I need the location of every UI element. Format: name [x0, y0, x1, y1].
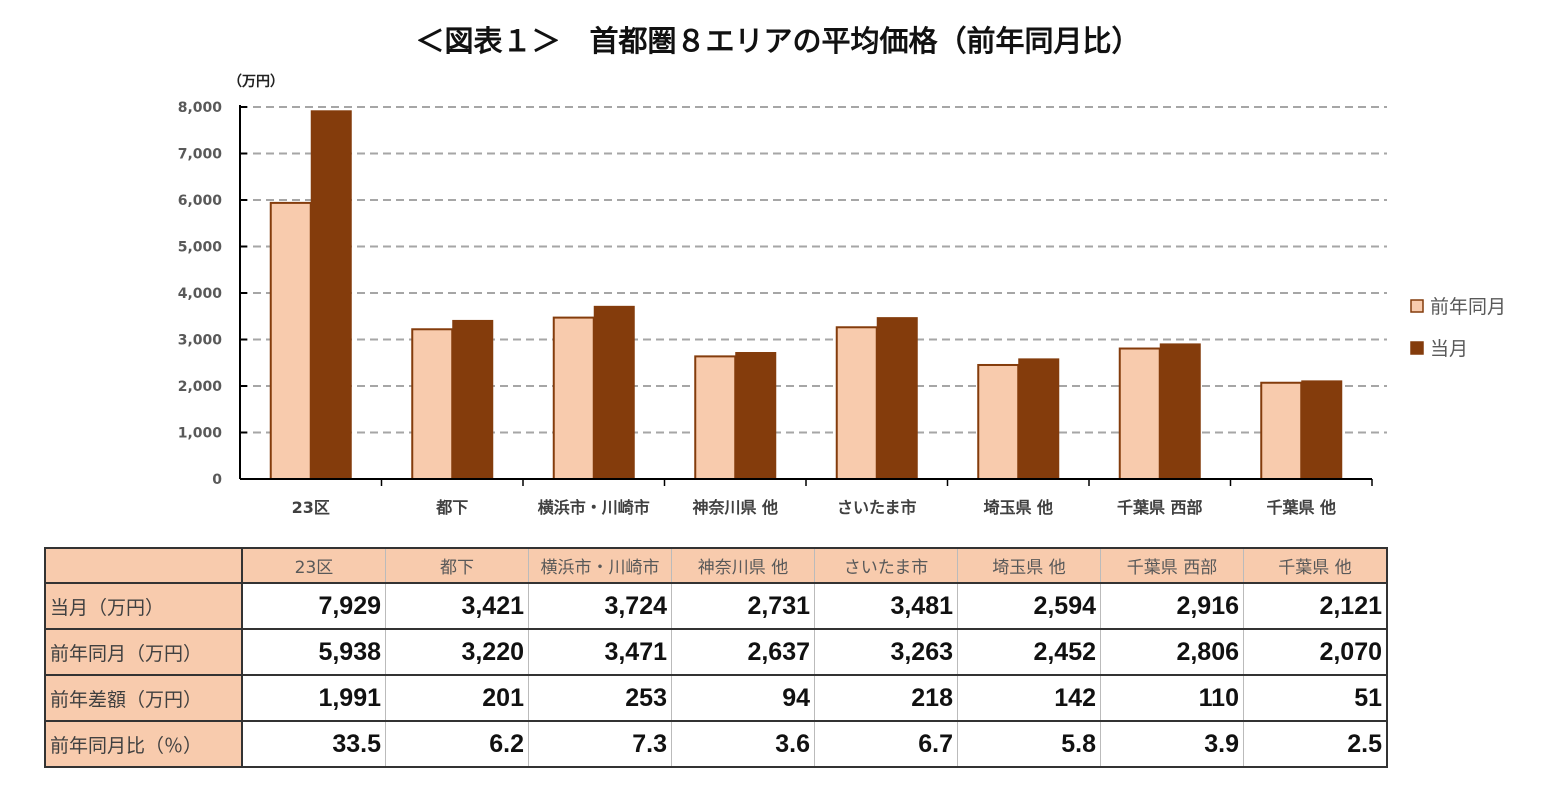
- x-tick-label: 23区: [292, 498, 330, 517]
- bar-current: [593, 305, 635, 479]
- y-tick-label: 4,000: [178, 286, 223, 302]
- bar-current: [1301, 380, 1343, 479]
- y-tick-label: 3,000: [178, 333, 223, 349]
- table-cell: 2,637: [671, 628, 815, 676]
- table-cell: 253: [528, 674, 672, 722]
- legend-swatch: [1410, 341, 1424, 355]
- bar-chart: 0 1,000 2,000 3,000 4,000 5,000 6,000 7,000 8,00…: [178, 74, 1506, 517]
- row-header: 当月（万円）: [44, 582, 243, 630]
- data-table: 23区 都下 横浜市・川崎市 神奈川県 他さいたま市 埼玉県 他千葉県 西部 千葉県 他 …: [44, 547, 1388, 768]
- table-cell: 2.5: [1243, 720, 1388, 768]
- row-header: 前年差額（万円）: [44, 674, 243, 722]
- bar-current: [1159, 343, 1201, 479]
- bar-prev-year: [552, 316, 595, 481]
- table-cell: 3,481: [814, 582, 958, 630]
- table-cell: 2,594: [957, 582, 1101, 630]
- y-tick-label: 1,000: [178, 426, 223, 442]
- x-tick-label: 千葉県 西部: [1117, 498, 1203, 517]
- table-cell: 3.9: [1100, 720, 1244, 768]
- column-header: 都下: [385, 547, 529, 584]
- table-cell: 3,724: [528, 582, 672, 630]
- y-tick-label: 6,000: [178, 193, 223, 209]
- table-cell: 51: [1243, 674, 1388, 722]
- legend-label: 当月: [1430, 338, 1468, 360]
- table-cell: 1,991: [241, 674, 386, 722]
- legend-label: 前年同月: [1430, 296, 1506, 318]
- table-cell: 2,070: [1243, 628, 1388, 676]
- row-header: 前年同月比（％）: [44, 720, 243, 768]
- bar-prev-year: [977, 363, 1020, 480]
- table-cell: 3,263: [814, 628, 958, 676]
- column-header: 神奈川県 他: [671, 547, 815, 584]
- y-tick-label: 7,000: [178, 147, 223, 163]
- bar-current: [310, 110, 352, 479]
- bar-prev-year: [1118, 347, 1161, 480]
- table-row: 当月（万円） 7,929 3,421 3,724 2,731 3,481 2,594 2,91…: [44, 582, 1388, 630]
- bar-prev-year: [1260, 381, 1303, 480]
- bar-current: [1018, 358, 1060, 479]
- column-header: 23区: [241, 547, 386, 584]
- bar-prev-year: [411, 328, 454, 480]
- table-cell: 6.2: [385, 720, 529, 768]
- table-cell: 110: [1100, 674, 1244, 722]
- chart-title: ＜図表１＞ 首都圏８エリアの平均価格（前年同月比）: [415, 24, 1141, 58]
- table-cell: 3.6: [671, 720, 815, 768]
- table-cell: 94: [671, 674, 815, 722]
- table-cell: 2,806: [1100, 628, 1244, 676]
- table-cell: 2,916: [1100, 582, 1244, 630]
- y-tick-label: 0: [212, 472, 222, 488]
- table-row: 前年同月（万円） 5,938 3,220 3,471 2,637 3,263 2,452 2,…: [44, 628, 1388, 676]
- x-tick-label: さいたま市: [837, 498, 917, 517]
- table-cell: 7,929: [241, 582, 386, 630]
- x-tick-label: 都下: [435, 498, 468, 517]
- column-header: 千葉県 他: [1243, 547, 1388, 584]
- table-cell: 218: [814, 674, 958, 722]
- table-row: 前年差額（万円） 1,991 201 253 94 218 142 110 51: [44, 674, 1388, 722]
- bar-prev-year: [694, 355, 737, 480]
- table-cell: 142: [957, 674, 1101, 722]
- table-cell: 3,220: [385, 628, 529, 676]
- column-header: 埼玉県 他: [957, 547, 1101, 584]
- bar-current: [876, 317, 918, 479]
- bar-prev-year: [269, 201, 312, 480]
- table-cell: 5.8: [957, 720, 1101, 768]
- table-row: 前年同月比（％） 33.5 6.2 7.3 3.6 6.7 5.8 3.9 2.5: [44, 720, 1388, 768]
- table-cell: 7.3: [528, 720, 672, 768]
- column-header: 横浜市・川崎市: [528, 547, 672, 584]
- column-header: さいたま市: [814, 547, 958, 584]
- table-cell: 2,452: [957, 628, 1101, 676]
- x-tick-label: 千葉県 他: [1266, 498, 1336, 517]
- bar-current: [735, 352, 777, 479]
- y-axis-unit-label: （万円）: [228, 74, 284, 90]
- table-cell: 2,731: [671, 582, 815, 630]
- y-tick-label: 2,000: [178, 379, 223, 395]
- table-header-row: 23区 都下 横浜市・川崎市 神奈川県 他さいたま市 埼玉県 他千葉県 西部 千葉県 他: [44, 547, 1388, 584]
- table-cell: 201: [385, 674, 529, 722]
- table-cell: 3,471: [528, 628, 672, 676]
- bar-prev-year: [835, 326, 878, 481]
- column-header: 千葉県 西部: [1100, 547, 1244, 584]
- legend-swatch: [1410, 299, 1424, 313]
- y-tick-label: 8,000: [178, 100, 223, 116]
- bar-current: [452, 319, 494, 479]
- table-cell: 2,121: [1243, 582, 1388, 630]
- table-cell: 3,421: [385, 582, 529, 630]
- x-tick-label: 埼玉県 他: [983, 498, 1053, 517]
- y-tick-label: 5,000: [178, 240, 223, 256]
- table-corner-cell: [44, 547, 243, 584]
- table-cell: 33.5: [241, 720, 386, 768]
- table-cell: 6.7: [814, 720, 958, 768]
- table-cell: 5,938: [241, 628, 386, 676]
- row-header: 前年同月（万円）: [44, 628, 243, 676]
- x-tick-label: 横浜市・川崎市: [538, 498, 650, 517]
- x-tick-label: 神奈川県 他: [692, 498, 778, 517]
